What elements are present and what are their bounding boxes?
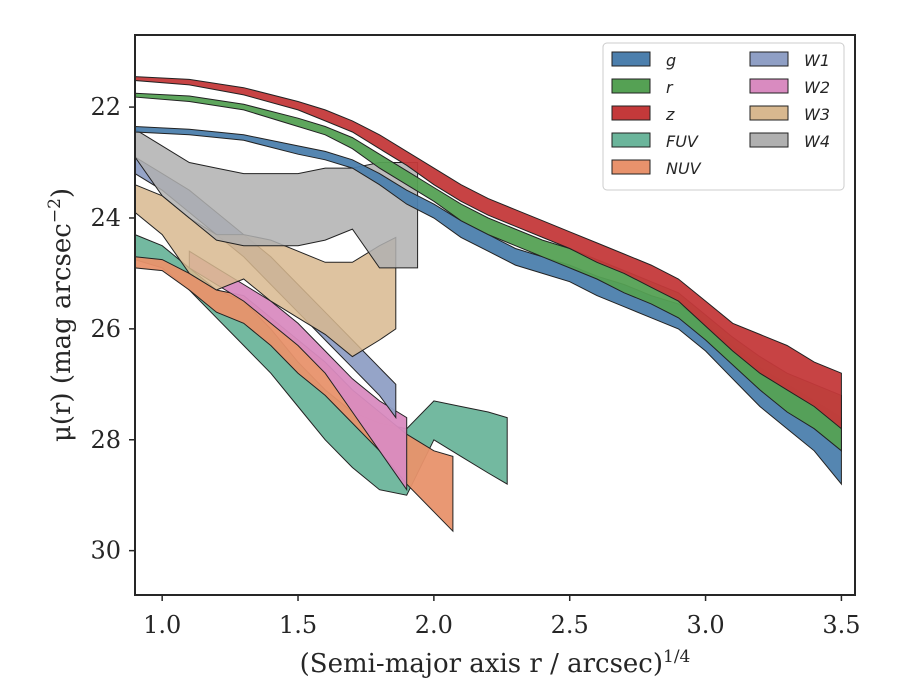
y-tick-label: 24 <box>90 204 121 232</box>
legend-swatch-w1 <box>749 51 789 67</box>
x-tick-label: 1.0 <box>143 611 181 639</box>
legend-label-g: g <box>666 51 676 70</box>
legend-swatch-g <box>611 51 651 67</box>
legend-label-w3: W3 <box>804 105 830 124</box>
x-tick-label: 3.0 <box>686 611 724 639</box>
legend-swatch-w4 <box>749 132 789 148</box>
y-tick-label: 26 <box>90 315 121 343</box>
legend-label-w2: W2 <box>804 78 830 97</box>
x-tick-label: 2.5 <box>551 611 589 639</box>
x-tick-label: 1.5 <box>279 611 317 639</box>
y-axis-title-exponent: −2 <box>45 198 65 223</box>
x-tick-label: 3.5 <box>822 611 860 639</box>
x-tick-label: 2.0 <box>415 611 453 639</box>
y-axis-title-main: μ(r) (mag arcsec <box>47 223 77 442</box>
plot-frame <box>134 34 856 596</box>
legend: grz FUV NUV W1 W2 W3 W4 <box>602 42 845 191</box>
legend-swatch-w3 <box>749 105 789 121</box>
band-r <box>134 92 842 452</box>
y-tick-label: 28 <box>90 426 121 454</box>
x-axis-title-exponent: 1/4 <box>663 647 690 667</box>
legend-label-w4: W4 <box>804 132 830 151</box>
legend-label-r: r <box>666 78 674 97</box>
legend-swatch-fuv <box>611 132 651 148</box>
legend-swatch-z <box>611 105 651 121</box>
x-axis-ticks: 1.0 1.5 2.0 2.5 3.0 3.5 <box>143 595 861 639</box>
y-tick-label: 22 <box>90 93 121 121</box>
band-g <box>134 125 842 486</box>
legend-label-w1: W1 <box>804 51 830 70</box>
legend-label-z: z <box>665 105 675 124</box>
x-axis-title: (Semi-major axis r / arcsec)1/4 <box>300 647 691 679</box>
band-w4 <box>134 128 419 269</box>
series-bands <box>134 76 842 533</box>
y-axis-title-close: ) <box>47 188 77 198</box>
y-tick-label: 30 <box>90 537 121 565</box>
legend-label-fuv: FUV <box>666 132 699 151</box>
legend-swatch-w2 <box>749 78 789 94</box>
band-z <box>134 76 842 430</box>
legend-swatch-nuv <box>611 159 651 175</box>
y-axis-ticks: 22 24 26 28 30 <box>90 93 135 565</box>
x-axis-title-main: (Semi-major axis r / arcsec) <box>300 649 663 679</box>
y-axis-title: μ(r) (mag arcsec−2) <box>45 188 77 442</box>
legend-swatch-r <box>611 78 651 94</box>
legend-label-nuv: NUV <box>666 159 702 178</box>
